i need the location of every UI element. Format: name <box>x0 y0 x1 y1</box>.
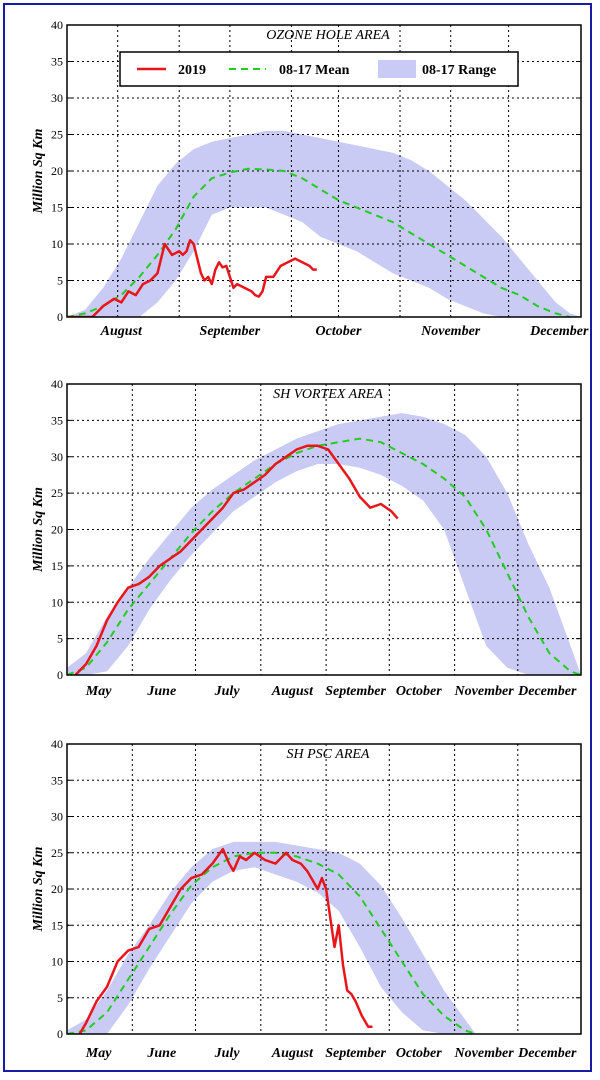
panel-title: OZONE HOLE AREA <box>266 28 390 43</box>
y-tick-label: 15 <box>51 559 63 573</box>
y-tick-label: 5 <box>57 274 63 288</box>
x-month-label: July <box>214 684 241 699</box>
y-axis-label: Million Sq Km <box>31 128 46 214</box>
legend-range-swatch <box>378 60 416 78</box>
x-month-label: December <box>529 324 589 339</box>
range-band <box>67 413 581 675</box>
x-month-label: November <box>420 324 481 339</box>
x-month-label: November <box>454 684 515 699</box>
y-tick-label: 25 <box>51 846 63 860</box>
x-month-label: August <box>271 1046 314 1061</box>
range-band <box>67 130 581 317</box>
y-tick-label: 35 <box>51 55 63 69</box>
y-tick-label: 15 <box>51 201 63 215</box>
series-2019-line <box>67 239 317 317</box>
legend-mean-label: 08-17 Mean <box>279 63 350 78</box>
x-month-label: July <box>214 1046 241 1061</box>
y-tick-label: 40 <box>51 18 63 32</box>
y-tick-label: 0 <box>57 668 63 682</box>
series-2019-line <box>78 847 373 1034</box>
y-axis-label: Million Sq Km <box>31 846 46 932</box>
y-tick-label: 25 <box>51 486 63 500</box>
x-month-label: December <box>517 1046 577 1061</box>
y-tick-label: 0 <box>57 310 63 324</box>
x-month-label: September <box>325 1046 386 1061</box>
x-month-label: October <box>396 1046 442 1061</box>
plot-content <box>67 384 581 675</box>
series-2019-line <box>74 444 399 675</box>
x-month-label: September <box>325 684 386 699</box>
x-month-label: December <box>517 684 577 699</box>
y-tick-label: 5 <box>57 632 63 646</box>
y-tick-label: 5 <box>57 991 63 1005</box>
panel-title: SH PSC AREA <box>287 747 370 762</box>
y-tick-label: 30 <box>51 810 63 824</box>
mean-line <box>67 437 581 675</box>
x-month-label: May <box>85 1046 112 1061</box>
x-month-label: August <box>100 324 143 339</box>
y-tick-label: 35 <box>51 773 63 787</box>
y-tick-label: 10 <box>51 595 63 609</box>
y-tick-label: 30 <box>51 91 63 105</box>
y-tick-label: 30 <box>51 450 63 464</box>
y-tick-label: 20 <box>51 164 63 178</box>
y-tick-label: 20 <box>51 882 63 896</box>
y-tick-label: 10 <box>51 237 63 251</box>
y-tick-label: 25 <box>51 128 63 142</box>
chart-panel-1: 0 5 10 15 20 25 30 35 40 August September October No… <box>31 18 589 339</box>
plot-content <box>67 744 581 1034</box>
chart-panel-2: 0 5 10 15 20 25 30 35 40 May June July August Septemb… <box>31 377 582 699</box>
x-month-label: October <box>396 684 442 699</box>
chart-panel-3: 0 5 10 15 20 25 30 35 40 May June July August Septemb… <box>31 737 582 1061</box>
x-month-label: June <box>146 1046 176 1061</box>
x-month-label: May <box>85 684 112 699</box>
x-month-label: November <box>454 1046 515 1061</box>
legend-box <box>119 51 519 87</box>
y-axis-label: Million Sq Km <box>31 487 46 573</box>
y-tick-label: 0 <box>57 1027 63 1041</box>
y-tick-label: 15 <box>51 918 63 932</box>
legend: 2019 08-17 Mean 08-17 Range <box>119 51 519 87</box>
range-band <box>67 841 476 1034</box>
mean-line <box>67 851 477 1034</box>
legend-range-label: 08-17 Range <box>422 63 496 78</box>
legend-2019-label: 2019 <box>178 63 206 78</box>
y-tick-label: 20 <box>51 523 63 537</box>
x-month-label: August <box>271 684 314 699</box>
x-month-label: October <box>316 324 362 339</box>
plot-content <box>67 25 581 317</box>
y-tick-label: 40 <box>51 737 63 751</box>
y-tick-label: 10 <box>51 955 63 969</box>
y-tick-label: 40 <box>51 377 63 391</box>
y-tick-label: 35 <box>51 413 63 427</box>
panel-title: SH VORTEX AREA <box>273 387 383 402</box>
x-month-label: June <box>146 684 176 699</box>
x-month-label: September <box>200 324 261 339</box>
figure-frame <box>3 3 592 1072</box>
